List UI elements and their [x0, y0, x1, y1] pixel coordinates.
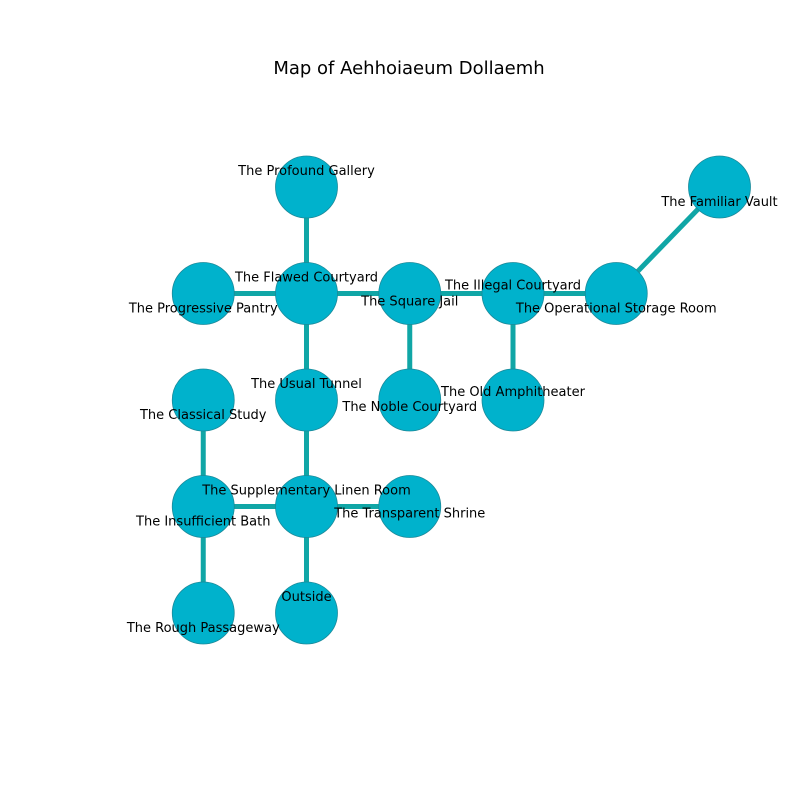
room-label-insufficient-bath: The Insufficient Bath [135, 515, 270, 530]
room-label-illegal-courtyard: The Illegal Courtyard [444, 279, 581, 294]
room-label-supplementary-linen-room: The Supplementary Linen Room [201, 484, 411, 499]
room-node-outside [275, 581, 338, 645]
room-node-classical-study [171, 368, 235, 432]
room-label-progressive-pantry: The Progressive Pantry [128, 302, 278, 317]
room-node-familiar-vault [688, 155, 751, 219]
map-title: Map of Aehhoiaeum Dollaemh [273, 58, 544, 79]
room-label-transparent-shrine: The Transparent Shrine [333, 507, 485, 522]
room-node-square-jail [378, 262, 442, 325]
room-node-progressive-pantry [171, 262, 235, 325]
room-label-old-amphitheater: The Old Amphitheater [440, 385, 586, 400]
room-node-operational-storage-room [584, 262, 648, 325]
labels-layer: The Profound Gallery The Familiar Vault Th… [126, 164, 778, 636]
room-node-noble-courtyard [378, 368, 442, 432]
room-node-transparent-shrine [378, 475, 442, 538]
room-node-rough-passageway [171, 581, 235, 645]
room-label-flawed-courtyard: The Flawed Courtyard [234, 271, 378, 286]
room-node-old-amphitheater [481, 368, 545, 432]
room-node-illegal-courtyard [481, 262, 545, 325]
rooms-layer [171, 155, 751, 645]
room-node-supplementary-linen-room [275, 475, 338, 538]
room-label-rough-passageway: The Rough Passageway [126, 621, 280, 636]
room-label-classical-study: The Classical Study [139, 408, 267, 423]
room-label-outside: Outside [281, 590, 331, 605]
room-node-insufficient-bath [171, 475, 235, 538]
room-label-familiar-vault: The Familiar Vault [660, 195, 777, 210]
room-label-usual-tunnel: The Usual Tunnel [250, 377, 362, 392]
room-label-operational-storage-room: The Operational Storage Room [515, 302, 717, 317]
room-node-profound-gallery [275, 155, 338, 219]
room-node-usual-tunnel [275, 368, 338, 432]
room-label-noble-courtyard: The Noble Courtyard [341, 400, 477, 415]
room-node-flawed-courtyard [275, 262, 338, 325]
room-label-profound-gallery: The Profound Gallery [237, 164, 375, 179]
room-label-square-jail: The Square Jail [360, 295, 458, 310]
